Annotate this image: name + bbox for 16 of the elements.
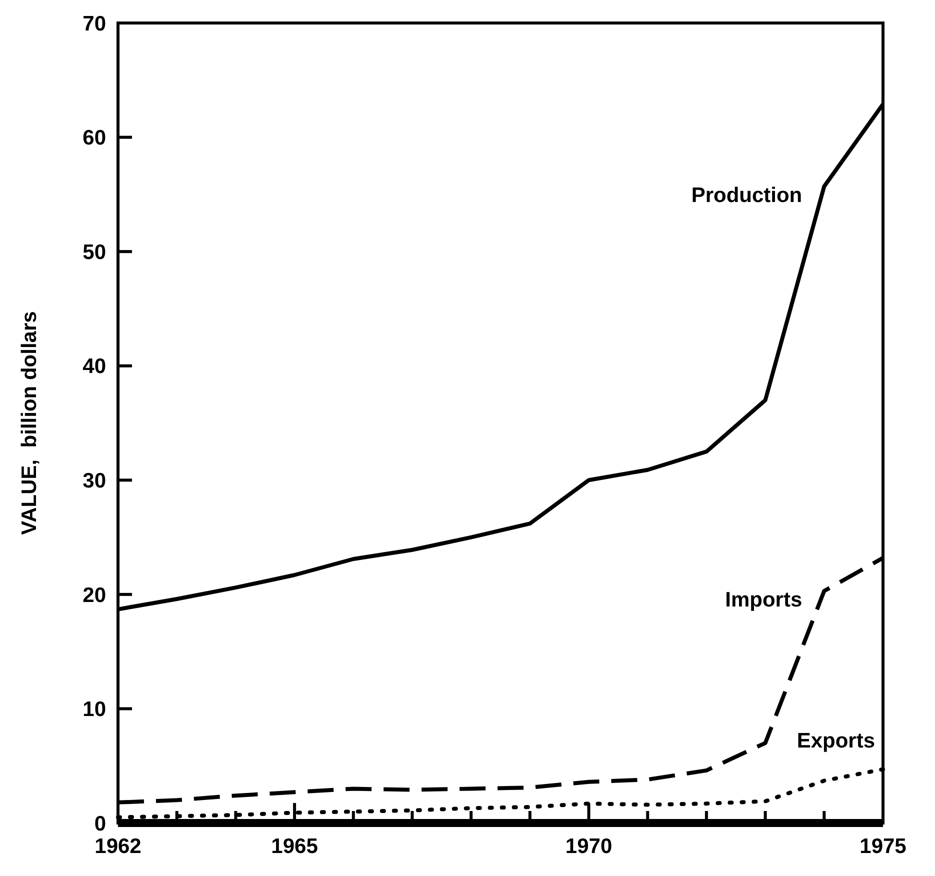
y-tick-label: 10 [82, 698, 106, 722]
series-label: Imports [725, 588, 802, 612]
x-tick-label: 1965 [271, 835, 318, 858]
y-tick-label: 70 [82, 12, 106, 36]
y-tick-label: 20 [82, 584, 106, 607]
y-tick-label: 30 [82, 469, 106, 492]
x-tick-label: 1962 [94, 835, 142, 858]
y-axis-title: VALUE, billion dollars [18, 311, 41, 535]
x-tick-label: 1975 [860, 835, 907, 858]
y-tick-label: 50 [82, 240, 106, 264]
x-tick-label: 1970 [565, 835, 612, 858]
series-label: Production [691, 184, 802, 207]
series-label: Exports [796, 729, 875, 752]
y-tick-label: 60 [82, 126, 106, 150]
y-tick-label: 40 [82, 355, 106, 378]
y-tick-label: 0 [94, 812, 106, 836]
